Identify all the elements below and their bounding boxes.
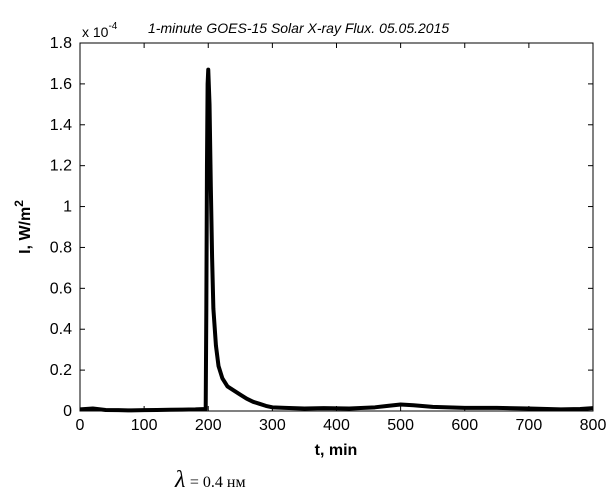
flux-series-line xyxy=(79,67,594,413)
x-tick-label: 200 xyxy=(195,417,222,434)
y-axis: 0 0.2 0.4 0.6 0.8 1 1.2 1.4 1.6 1.8 xyxy=(50,35,593,420)
y-tick-label: 1.2 xyxy=(50,158,72,175)
x-axis-label: t, min xyxy=(315,442,358,459)
y-tick-label: 0.2 xyxy=(50,362,72,379)
y-tick-label: 0.4 xyxy=(50,321,72,338)
x-tick-label: 800 xyxy=(580,417,607,434)
y-tick-label: 0 xyxy=(63,403,72,420)
y-multiplier: x 10-4 xyxy=(82,21,118,40)
y-tick-label: 1.4 xyxy=(50,117,72,134)
chart-title: 1-minute GOES-15 Solar X-ray Flux. 05.05… xyxy=(148,20,449,36)
y-tick-label: 1.8 xyxy=(50,35,72,52)
x-tick-label: 600 xyxy=(451,417,478,434)
x-tick-label: 700 xyxy=(516,417,543,434)
x-tick-label: 100 xyxy=(131,417,158,434)
plot-frame xyxy=(79,42,594,412)
x-tick-label: 0 xyxy=(76,417,85,434)
y-tick-label: 0.8 xyxy=(50,239,72,256)
x-axis: 0 100 200 300 400 500 600 700 800 xyxy=(76,43,607,434)
wavelength-value: = 0.4 нм xyxy=(189,474,246,491)
y-tick-label: 1.6 xyxy=(50,76,72,93)
lambda-symbol: λ xyxy=(175,467,186,493)
y-tick-label: 1 xyxy=(63,199,72,216)
x-tick-label: 400 xyxy=(323,417,350,434)
x-tick-label: 300 xyxy=(259,417,286,434)
x-tick-label: 500 xyxy=(387,417,414,434)
wavelength-caption: λ = 0.4 нм xyxy=(175,467,246,494)
y-axis-label: I, W/m2 xyxy=(12,200,34,254)
y-tick-label: 0.6 xyxy=(50,280,72,297)
